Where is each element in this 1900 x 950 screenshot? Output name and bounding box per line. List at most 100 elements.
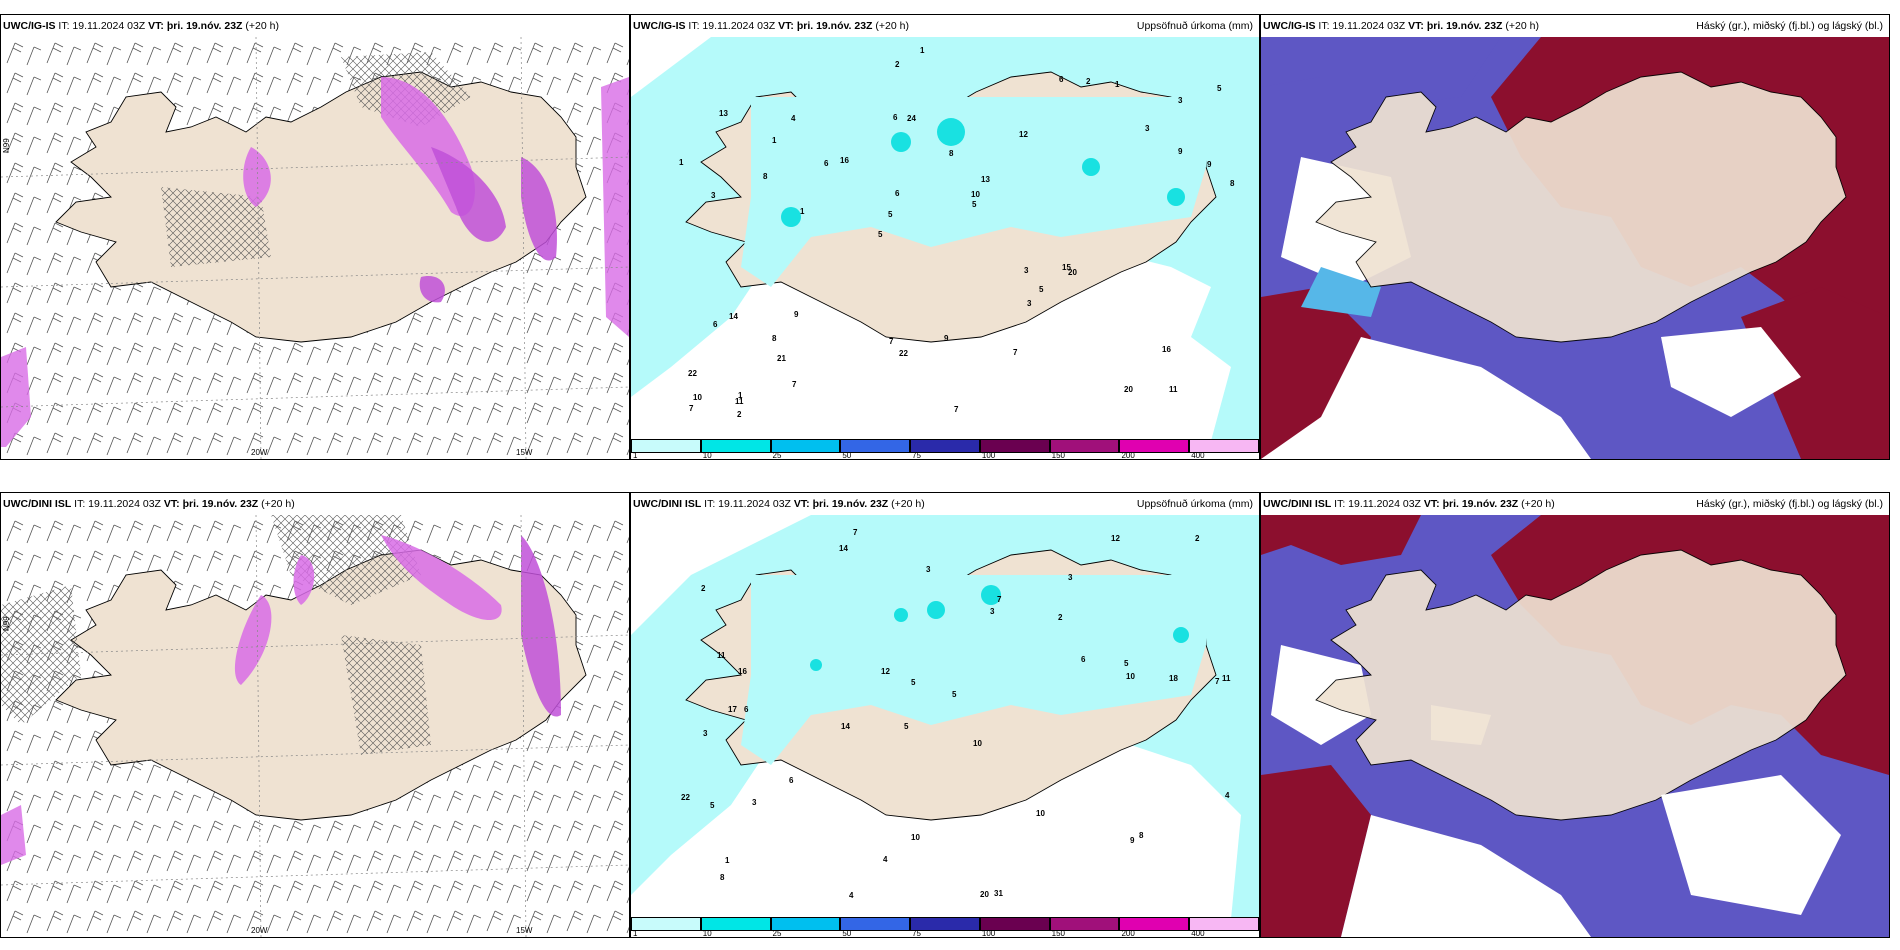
- precip-map[interactable]: 1133512168141622212413201328395764692016…: [631, 37, 1259, 441]
- colorbar-swatch: [1049, 439, 1120, 453]
- precip-value: 31: [994, 889, 1003, 898]
- colorbar-swatch: [1189, 439, 1259, 453]
- precip-value: 7: [853, 528, 858, 537]
- colorbar-tick: 10: [702, 929, 712, 938]
- precip-value: 1: [725, 856, 730, 865]
- precip-value: 10: [973, 739, 982, 748]
- colorbar-tick: 1: [633, 451, 638, 460]
- colorbar-swatch: [1119, 439, 1190, 453]
- precip-value: 3: [1024, 266, 1029, 275]
- precip-value: 1: [772, 136, 777, 145]
- colorbar-swatch: [840, 917, 911, 931]
- precip-value: 5: [904, 722, 909, 731]
- precip-value: 5: [952, 690, 957, 699]
- lat-label: N99: [2, 616, 11, 631]
- panel-header: UWC/IG-IS IT: 19.11.2024 03Z VT: þri. 19…: [631, 15, 1259, 37]
- colorbar-swatch: [700, 917, 771, 931]
- precip-value: 10: [971, 190, 980, 199]
- precip-value: 22: [899, 349, 908, 358]
- panel-header: UWC/IG-IS IT: 19.11.2024 03Z VT: þri. 19…: [1261, 15, 1889, 37]
- precip-value: 15: [1062, 263, 1071, 272]
- precip-value: 1: [738, 391, 743, 400]
- precip-value: 10: [1036, 809, 1045, 818]
- colorbar-tick: 1: [633, 929, 638, 938]
- precip-value: 8: [772, 334, 777, 343]
- precip-value: 3: [1145, 124, 1150, 133]
- panel-cloud-igis: UWC/IG-IS IT: 19.11.2024 03Z VT: þri. 19…: [1260, 14, 1890, 460]
- precip-value: 4: [791, 114, 796, 123]
- precip-value: 5: [878, 230, 883, 239]
- precip-value: 4: [883, 855, 888, 864]
- precip-value: 12: [1019, 130, 1028, 139]
- cloud-map[interactable]: [1261, 37, 1889, 459]
- colorbar-swatch: [1189, 917, 1259, 931]
- lon-label-20w: 20W: [251, 448, 268, 457]
- precip-value: 8: [1230, 179, 1235, 188]
- colorbar-tick: 150: [1051, 929, 1066, 938]
- precip-value: 3: [711, 191, 716, 200]
- precip-value: 3: [1068, 573, 1073, 582]
- precip-value: 7: [1013, 348, 1018, 357]
- precip-value: 9: [794, 310, 799, 319]
- panel-precip-dini: UWC/DINI ISL IT: 19.11.2024 03Z VT: þri.…: [630, 492, 1260, 938]
- panel-header: UWC/DINI ISL IT: 19.11.2024 03Z VT: þri.…: [1261, 493, 1889, 515]
- precip-value: 5: [1124, 659, 1129, 668]
- lon-label-20w: 20W: [251, 926, 268, 935]
- precip-value: 10: [693, 393, 702, 402]
- lon-label-15w: 15W: [516, 926, 533, 935]
- colorbar-swatch: [700, 439, 771, 453]
- precip-value: 20: [1124, 385, 1133, 394]
- panel-header: UWC/IG-IS IT: 19.11.2024 03Z VT: þri. 19…: [1, 15, 629, 37]
- precip-value: 3: [1178, 96, 1183, 105]
- colorbar-tick: 75: [912, 929, 922, 938]
- colorbar-tick: 100: [981, 929, 996, 938]
- panel-wind-igis: UWC/IG-IS IT: 19.11.2024 03Z VT: þri. 19…: [0, 14, 630, 460]
- precip-value: 9: [944, 334, 949, 343]
- lon-label-15w: 15W: [516, 448, 533, 457]
- colorbar-swatch: [631, 439, 701, 453]
- precip-value: 10: [1126, 672, 1135, 681]
- precip-value: 5: [710, 801, 715, 810]
- precip-value: 10: [911, 833, 920, 842]
- panel-wind-dini: UWC/DINI ISL IT: 19.11.2024 03Z VT: þri.…: [0, 492, 630, 938]
- precip-value: 16: [840, 156, 849, 165]
- precip-value: 6: [744, 705, 749, 714]
- precip-value: 20: [1068, 268, 1077, 277]
- precip-value: 7: [1215, 677, 1220, 686]
- colorbar-swatch: [910, 917, 980, 931]
- precip-value: 2: [737, 410, 742, 419]
- precip-value: 6: [824, 159, 829, 168]
- precip-value: 11: [1169, 385, 1178, 394]
- precip-value: 1: [920, 46, 925, 55]
- precip-value: 9: [1178, 147, 1183, 156]
- precip-value: 18: [1169, 674, 1178, 683]
- panel-title: Uppsöfnuð úrkoma (mm): [1136, 20, 1253, 32]
- precip-value: 12: [881, 667, 890, 676]
- wind-map[interactable]: 20W 15W N99: [1, 37, 629, 459]
- colorbar-tick: 75: [912, 451, 922, 460]
- precip-value: 5: [972, 200, 977, 209]
- precip-value: 22: [681, 793, 690, 802]
- wind-map[interactable]: 20W 15W N99: [1, 515, 629, 937]
- precip-value: 3: [990, 607, 995, 616]
- precip-value: 4: [1225, 791, 1230, 800]
- precip-value: 3: [752, 798, 757, 807]
- colorbar-tick: 200: [1121, 929, 1135, 938]
- precip-value: 24: [907, 114, 916, 123]
- colorbar-tick: 10: [702, 451, 712, 460]
- precip-value: 2: [1195, 534, 1200, 543]
- precip-value: 5: [888, 210, 893, 219]
- precip-value: 7: [889, 337, 894, 346]
- colorbar-tick: 400: [1191, 929, 1205, 938]
- precip-value: 1: [679, 158, 684, 167]
- precip-value: 6: [1081, 655, 1086, 664]
- panel-title: Háský (gr.), miðský (fj.bl.) og lágský (…: [1696, 20, 1883, 32]
- panel-precip-igis: UWC/IG-IS IT: 19.11.2024 03Z VT: þri. 19…: [630, 14, 1260, 460]
- cloud-map[interactable]: [1261, 515, 1889, 937]
- precip-value: 14: [729, 312, 738, 321]
- precip-value: 11: [1222, 674, 1231, 683]
- precip-value: 16: [738, 667, 747, 676]
- precip-value: 8: [720, 873, 725, 882]
- precip-value: 1: [800, 207, 805, 216]
